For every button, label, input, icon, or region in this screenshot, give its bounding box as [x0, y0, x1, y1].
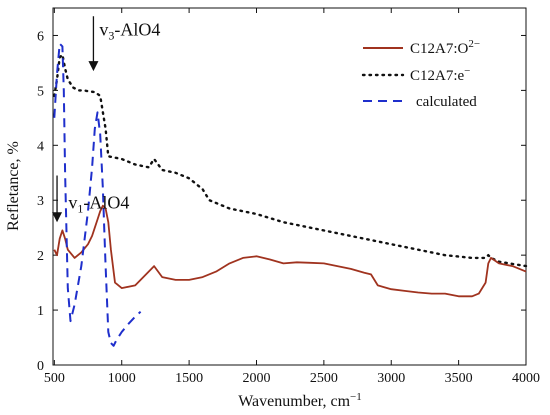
y-axis-title: Refletance, %: [5, 141, 22, 231]
x-tick-label: 1500: [175, 371, 203, 386]
y-tick-label: 0: [37, 359, 44, 374]
legend-label-o2: C12A7:O2−: [410, 38, 480, 57]
x-tick-label: 3000: [377, 371, 405, 386]
x-tick-label: 1000: [108, 371, 136, 386]
legend-label-e: C12A7:e−: [410, 65, 470, 84]
y-tick-label: 3: [37, 194, 44, 209]
series-line-solid: [53, 204, 527, 298]
x-tick-label: 2000: [242, 371, 270, 386]
annotation-label-2: v1-AlO4: [68, 192, 129, 215]
legend: C12A7:O2− C12A7:e− calculated: [361, 38, 480, 110]
plot-frame: [52, 7, 527, 366]
x-tick-label: 500: [44, 371, 65, 386]
legend-label-calculated: calculated: [416, 94, 477, 110]
annotation-arrow-head: [52, 212, 63, 223]
annotations: v3-AlO4 v1-AlO4: [52, 16, 160, 223]
series-line-dashed: [53, 42, 142, 347]
x-tick-label: 4000: [512, 371, 540, 386]
series-line-dotted: [53, 53, 528, 268]
axis-ticks: 500 1000 1500 2000 2500 3000 3500 4000 0 1 2 3 4 5 6: [37, 8, 540, 386]
y-tick-label: 1: [37, 304, 44, 319]
annotation-label-1: v3-AlO4: [99, 19, 160, 42]
annotation-arrow-head: [88, 61, 99, 72]
y-tick-label: 5: [37, 84, 44, 99]
x-tick-label: 3500: [445, 371, 473, 386]
series-layer: [53, 42, 528, 347]
y-tick-label: 4: [37, 139, 44, 154]
y-tick-label: 6: [37, 29, 44, 44]
x-axis-title: Wavenumber, cm−1: [238, 391, 362, 410]
y-tick-label: 2: [37, 249, 44, 264]
x-tick-label: 2500: [310, 371, 338, 386]
